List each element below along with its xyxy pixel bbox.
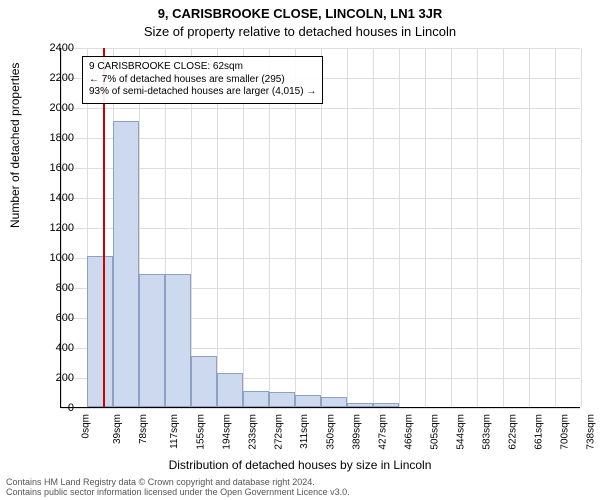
xtick-label: 117sqm bbox=[169, 414, 180, 449]
histogram-bar bbox=[243, 391, 269, 408]
ytick-label: 800 bbox=[34, 282, 74, 294]
xtick-label: 622sqm bbox=[508, 414, 519, 450]
histogram-bar bbox=[87, 256, 113, 408]
gridline-v bbox=[373, 48, 374, 407]
xtick-label: 78sqm bbox=[138, 414, 149, 444]
annotation-line2: ← 7% of detached houses are smaller (295… bbox=[89, 74, 316, 87]
ytick-label: 1200 bbox=[34, 222, 74, 234]
gridline-v bbox=[425, 48, 426, 407]
xtick-label: 544sqm bbox=[456, 414, 467, 450]
histogram-bar bbox=[373, 403, 399, 408]
xtick-label: 311sqm bbox=[299, 414, 310, 449]
xtick-label: 700sqm bbox=[560, 414, 571, 450]
gridline-v bbox=[477, 48, 478, 407]
attribution-footer: Contains HM Land Registry data © Crown c… bbox=[6, 478, 350, 498]
histogram-bar bbox=[191, 356, 217, 407]
gridline-v bbox=[503, 48, 504, 407]
y-axis-label: Number of detached properties bbox=[8, 63, 22, 228]
x-axis-label: Distribution of detached houses by size … bbox=[0, 458, 600, 472]
gridline-h bbox=[61, 408, 580, 409]
gridline-v bbox=[451, 48, 452, 407]
ytick-label: 2400 bbox=[34, 42, 74, 54]
xtick-label: 350sqm bbox=[326, 414, 337, 450]
xtick-label: 738sqm bbox=[586, 414, 597, 450]
ytick-label: 1600 bbox=[34, 162, 74, 174]
xtick-label: 505sqm bbox=[430, 414, 441, 450]
ytick-label: 200 bbox=[34, 372, 74, 384]
annotation-line1: 9 CARISBROOKE CLOSE: 62sqm bbox=[89, 61, 316, 74]
xtick-label: 661sqm bbox=[534, 414, 545, 450]
ytick-label: 1800 bbox=[34, 132, 74, 144]
chart-title-line1: 9, CARISBROOKE CLOSE, LINCOLN, LN1 3JR bbox=[0, 6, 600, 21]
ytick-label: 2000 bbox=[34, 102, 74, 114]
ytick-label: 1000 bbox=[34, 252, 74, 264]
gridline-v bbox=[529, 48, 530, 407]
xtick-label: 583sqm bbox=[482, 414, 493, 450]
xtick-label: 0sqm bbox=[80, 414, 91, 438]
xtick-label: 427sqm bbox=[378, 414, 389, 450]
histogram-bar bbox=[217, 373, 243, 408]
chart-container: 9, CARISBROOKE CLOSE, LINCOLN, LN1 3JR S… bbox=[0, 0, 600, 500]
gridline-v bbox=[555, 48, 556, 407]
annotation-line3: 93% of semi-detached houses are larger (… bbox=[89, 86, 316, 99]
xtick-label: 233sqm bbox=[248, 414, 259, 450]
xtick-label: 155sqm bbox=[196, 414, 207, 450]
gridline-v bbox=[347, 48, 348, 407]
xtick-label: 194sqm bbox=[222, 414, 233, 450]
xtick-label: 466sqm bbox=[404, 414, 415, 450]
ytick-label: 400 bbox=[34, 342, 74, 354]
gridline-v bbox=[581, 48, 582, 407]
histogram-bar bbox=[347, 403, 373, 408]
xtick-label: 272sqm bbox=[274, 414, 285, 450]
gridline-v bbox=[399, 48, 400, 407]
histogram-bar bbox=[321, 397, 347, 408]
histogram-bar bbox=[113, 121, 139, 408]
annotation-box: 9 CARISBROOKE CLOSE: 62sqm← 7% of detach… bbox=[82, 56, 323, 104]
histogram-bar bbox=[139, 274, 165, 408]
xtick-label: 389sqm bbox=[352, 414, 363, 450]
ytick-label: 1400 bbox=[34, 192, 74, 204]
chart-title-line2: Size of property relative to detached ho… bbox=[0, 24, 600, 39]
ytick-label: 600 bbox=[34, 312, 74, 324]
histogram-bar bbox=[165, 274, 191, 408]
ytick-label: 0 bbox=[34, 402, 74, 414]
ytick-label: 2200 bbox=[34, 72, 74, 84]
footer-line2: Contains public sector information licen… bbox=[6, 488, 350, 498]
xtick-label: 39sqm bbox=[112, 414, 123, 444]
histogram-bar bbox=[295, 395, 321, 407]
histogram-bar bbox=[269, 392, 295, 407]
